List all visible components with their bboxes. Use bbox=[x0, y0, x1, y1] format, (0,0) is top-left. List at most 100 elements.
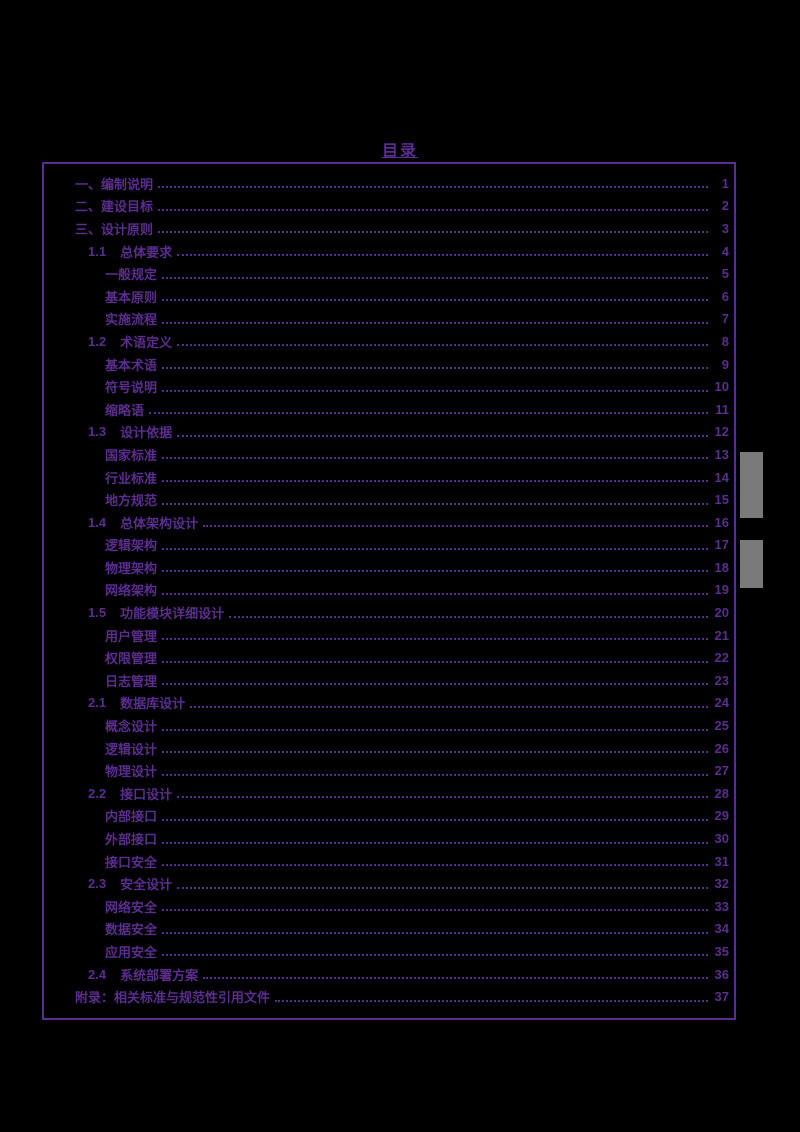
toc-entry-label: 系统部署方案 bbox=[120, 967, 199, 983]
scrollbar-thumb[interactable] bbox=[740, 452, 763, 518]
toc-entry[interactable]: 2.4 系统部署方案 36 bbox=[44, 963, 734, 986]
toc-dot-leader bbox=[162, 751, 708, 754]
toc-entry-label: 用户管理 bbox=[105, 628, 158, 644]
toc-entry-label: 符号说明 bbox=[105, 380, 158, 396]
toc-entry[interactable]: 逻辑架构 17 bbox=[44, 534, 734, 557]
toc-entry[interactable]: 基本原则 6 bbox=[44, 285, 734, 308]
toc-entry-page: 7 bbox=[721, 311, 729, 327]
toc-entry-label: 物理设计 bbox=[105, 764, 158, 780]
toc-entry[interactable]: 权限管理 22 bbox=[44, 646, 734, 669]
toc-entry[interactable]: 1.3 设计依据 12 bbox=[44, 421, 734, 444]
toc-dot-leader bbox=[177, 344, 708, 347]
toc-entry[interactable]: 国家标准 13 bbox=[44, 443, 734, 466]
toc-entry-page: 34 bbox=[714, 921, 729, 937]
toc-entry[interactable]: 附录：相关标准与规范性引用文件 37 bbox=[44, 985, 734, 1008]
toc-dot-leader bbox=[162, 864, 708, 867]
toc-entry[interactable]: 接口安全 31 bbox=[44, 850, 734, 873]
toc-dot-leader bbox=[149, 412, 708, 415]
toc-dot-leader bbox=[162, 592, 708, 595]
toc-dot-leader bbox=[162, 773, 708, 776]
toc-entry[interactable]: 地方规范 15 bbox=[44, 488, 734, 511]
toc-dot-leader bbox=[162, 683, 708, 686]
toc-dot-leader bbox=[203, 977, 708, 980]
toc-entry-page: 13 bbox=[714, 446, 729, 462]
toc-entry-label: 概念设计 bbox=[105, 719, 158, 735]
toc-entry[interactable]: 2.2 接口设计 28 bbox=[44, 782, 734, 805]
toc-entry[interactable]: 实施流程 7 bbox=[44, 308, 734, 331]
toc-entry[interactable]: 概念设计 25 bbox=[44, 714, 734, 737]
toc-entry[interactable]: 符号说明 10 bbox=[44, 375, 734, 398]
toc-entry[interactable]: 逻辑设计 26 bbox=[44, 737, 734, 760]
toc-entry-page: 37 bbox=[714, 989, 729, 1005]
toc-dot-leader bbox=[177, 254, 708, 257]
toc-dot-leader bbox=[162, 457, 708, 460]
toc-entry-label: 应用安全 bbox=[105, 944, 158, 960]
toc-entry-number: 2.2 bbox=[88, 785, 107, 801]
toc-entry-label: 国家标准 bbox=[105, 447, 158, 463]
toc-entry-page: 10 bbox=[714, 379, 729, 395]
toc-entry[interactable]: 2.3 安全设计 32 bbox=[44, 872, 734, 895]
toc-dot-leader bbox=[162, 954, 708, 957]
toc-entry-page: 36 bbox=[714, 966, 729, 982]
toc-entry[interactable]: 行业标准 14 bbox=[44, 466, 734, 489]
toc-entry-page: 23 bbox=[714, 672, 729, 688]
toc-entry-page: 21 bbox=[714, 627, 729, 643]
toc-dot-leader bbox=[162, 502, 708, 505]
toc-entry-label: 接口安全 bbox=[105, 854, 158, 870]
toc-entry-label: 逻辑设计 bbox=[105, 741, 158, 757]
toc-entry[interactable]: 1.5 功能模块详细设计 20 bbox=[44, 601, 734, 624]
toc-entry-label: 基本术语 bbox=[105, 357, 158, 373]
toc-entry-page: 6 bbox=[721, 288, 729, 304]
toc-entry-page: 3 bbox=[721, 220, 729, 236]
toc-entry-label: 接口设计 bbox=[120, 786, 173, 802]
toc-entry[interactable]: 日志管理 23 bbox=[44, 669, 734, 692]
toc-entry[interactable]: 数据安全 34 bbox=[44, 918, 734, 941]
toc-entry-label: 设计依据 bbox=[120, 425, 173, 441]
toc-entry[interactable]: 三、设计原则 3 bbox=[44, 217, 734, 240]
toc-entry[interactable]: 1.4 总体架构设计 16 bbox=[44, 511, 734, 534]
toc-dot-leader bbox=[162, 389, 708, 392]
toc-entry[interactable]: 一、编制说明 1 bbox=[44, 172, 734, 195]
toc-entry[interactable]: 2.1 数据库设计 24 bbox=[44, 692, 734, 715]
toc-entry-label: 附录：相关标准与规范性引用文件 bbox=[75, 990, 271, 1006]
toc-entry[interactable]: 缩略语 11 bbox=[44, 398, 734, 421]
toc-dot-leader bbox=[229, 615, 708, 618]
toc-entry-number: 1.1 bbox=[88, 243, 107, 259]
toc-entry[interactable]: 一般规定 5 bbox=[44, 262, 734, 285]
toc-dot-leader bbox=[162, 367, 708, 370]
toc-entry-label: 内部接口 bbox=[105, 809, 158, 825]
toc-entry[interactable]: 应用安全 35 bbox=[44, 940, 734, 963]
toc-entry[interactable]: 二、建设目标 2 bbox=[44, 195, 734, 218]
toc-entry-label: 功能模块详细设计 bbox=[120, 606, 225, 622]
toc-entry-number: 2.3 bbox=[88, 876, 107, 892]
toc-entry-label: 术语定义 bbox=[120, 334, 173, 350]
toc-entry-page: 11 bbox=[715, 401, 729, 417]
toc-entry[interactable]: 用户管理 21 bbox=[44, 624, 734, 647]
toc-entry-page: 30 bbox=[714, 831, 729, 847]
toc-entry[interactable]: 1.1 总体要求 4 bbox=[44, 240, 734, 263]
toc-dot-leader bbox=[162, 818, 708, 821]
toc-entry-page: 2 bbox=[721, 198, 729, 214]
toc-dot-leader bbox=[162, 728, 708, 731]
toc-dot-leader bbox=[158, 208, 708, 211]
toc-entry[interactable]: 物理设计 27 bbox=[44, 759, 734, 782]
toc-entry-page: 8 bbox=[721, 333, 729, 349]
scrollbar-thumb[interactable] bbox=[740, 540, 763, 588]
toc-entry[interactable]: 1.2 术语定义 8 bbox=[44, 330, 734, 353]
toc-entry[interactable]: 外部接口 30 bbox=[44, 827, 734, 850]
toc-entry-label: 地方规范 bbox=[105, 493, 158, 509]
toc-entry[interactable]: 网络安全 33 bbox=[44, 895, 734, 918]
toc-entry-page: 32 bbox=[714, 876, 729, 892]
toc-entry-page: 19 bbox=[714, 582, 729, 598]
toc-entry-label: 逻辑架构 bbox=[105, 538, 158, 554]
toc-entry-number: 1.3 bbox=[88, 424, 107, 440]
toc-entry-label: 总体要求 bbox=[120, 244, 173, 260]
toc-entry-number: 1.2 bbox=[88, 333, 107, 349]
toc-dot-leader bbox=[162, 480, 708, 483]
toc-entry-label: 一、编制说明 bbox=[75, 176, 154, 192]
toc-entry-page: 24 bbox=[714, 695, 729, 711]
toc-entry[interactable]: 物理架构 18 bbox=[44, 556, 734, 579]
toc-entry[interactable]: 内部接口 29 bbox=[44, 805, 734, 828]
toc-entry[interactable]: 基本术语 9 bbox=[44, 353, 734, 376]
toc-entry[interactable]: 网络架构 19 bbox=[44, 579, 734, 602]
